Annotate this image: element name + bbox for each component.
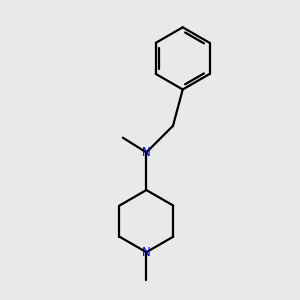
Text: N: N [142, 246, 151, 259]
Text: N: N [142, 146, 151, 159]
